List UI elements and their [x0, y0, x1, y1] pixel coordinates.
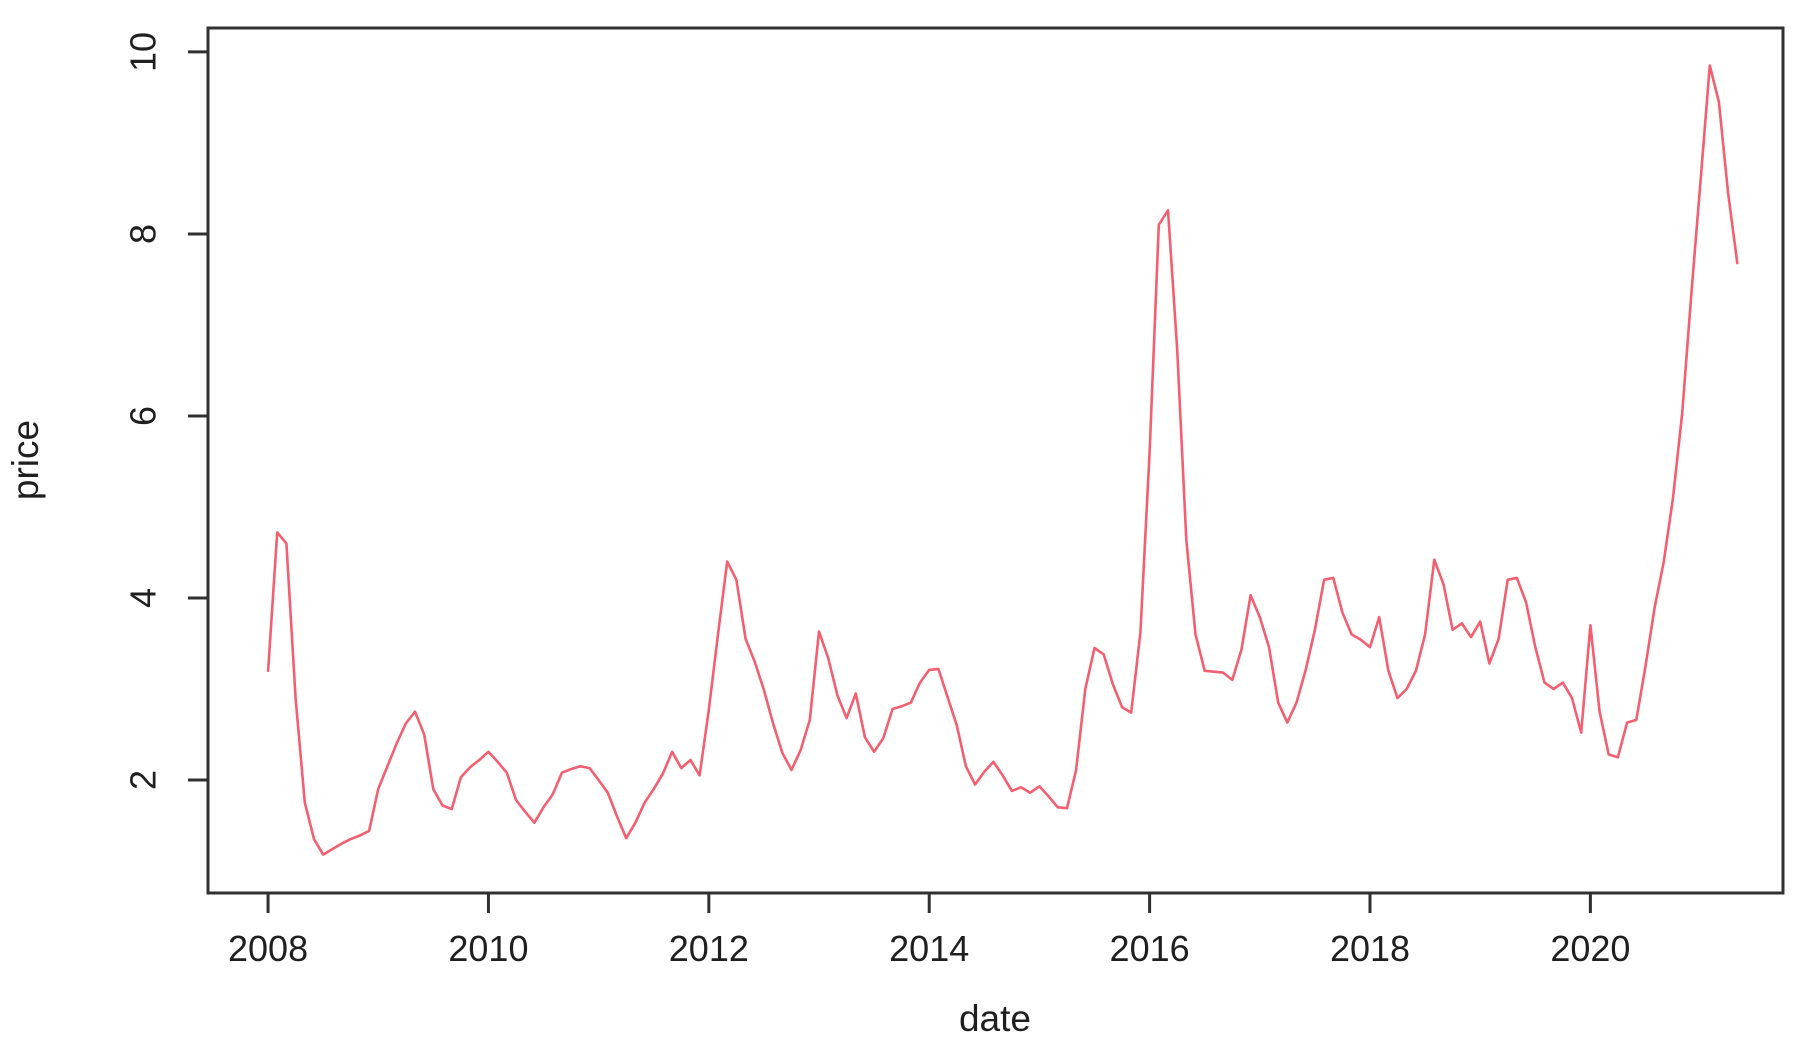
y-tick-label: 10	[123, 32, 164, 72]
x-tick-label: 2020	[1550, 928, 1630, 969]
y-axis-title: price	[5, 420, 46, 500]
x-tick-label: 2018	[1330, 928, 1410, 969]
x-tick-label: 2012	[669, 928, 749, 969]
y-tick-label: 6	[123, 406, 164, 426]
x-axis-title: date	[959, 998, 1031, 1039]
plot-border	[206, 26, 1785, 895]
x-axis: 2008 2010 2012 2014 2016 2018 2020	[228, 893, 1630, 969]
x-tick-label: 2010	[448, 928, 528, 969]
y-axis: 2 4 6 8 10	[123, 32, 208, 790]
x-tick-label: 2008	[228, 928, 308, 969]
price-line-series	[266, 64, 1739, 856]
y-tick-label: 2	[123, 770, 164, 790]
x-tick-label: 2014	[889, 928, 969, 969]
y-tick-label: 8	[123, 224, 164, 244]
y-tick-label: 4	[123, 588, 164, 608]
x-tick-label: 2016	[1110, 928, 1190, 969]
